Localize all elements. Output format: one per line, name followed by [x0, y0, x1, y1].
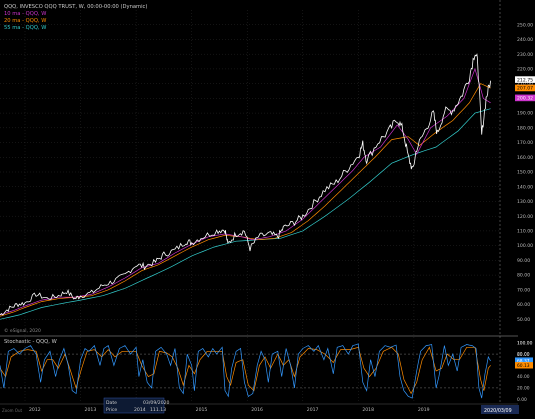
x-tick-label: 2016: [251, 407, 263, 413]
price-badge-text: 200.32: [517, 96, 533, 102]
y-tick-label: 220.00: [517, 67, 533, 73]
x-tick-label: 2019: [418, 407, 430, 413]
y-tick-label: 150.00: [517, 170, 533, 176]
y-tick-label: 120.00: [517, 214, 533, 220]
y-tick-label: 160.00: [517, 155, 533, 161]
stochastic-series-layer[interactable]: [0, 343, 491, 399]
legend-item-55ma[interactable]: 55 ma - QQQ, W: [4, 25, 46, 31]
zoom-out-link[interactable]: Zoom Out: [2, 408, 22, 413]
info-date-value: 03/09/2020: [143, 400, 170, 406]
legend-item-20ma[interactable]: 20 ma - QQQ, W: [4, 18, 46, 24]
y-tick-label: 100.00: [517, 243, 533, 249]
info-date-label: Date: [106, 400, 117, 406]
stochastic-grid: [0, 353, 500, 389]
stoch-y-tick-label: 0.00: [517, 397, 527, 403]
stoch-badge-text: 60.13: [517, 363, 530, 369]
y-tick-label: 70.00: [517, 287, 530, 293]
y-tick-label: 90.00: [517, 258, 530, 264]
price-badge: [515, 84, 535, 92]
main-series-layer[interactable]: [0, 53, 491, 320]
watermark: © eSignal, 2020: [4, 327, 41, 334]
main-price-badges: 212.75 207.07 200.32: [515, 76, 535, 102]
stoch-badge: [515, 357, 533, 364]
main-y-axis[interactable]: 50.00 60.00 70.00 80.00 90.00 100.00 110.00 120…: [517, 22, 533, 323]
x-tick-label: 2012: [29, 407, 41, 413]
x-tick-label: 2017: [307, 407, 319, 413]
x-tick-label: 2013: [85, 407, 97, 413]
y-tick-label: 170.00: [517, 140, 533, 146]
stoch-badge: [515, 362, 533, 369]
x-tick-label: 2018: [362, 407, 374, 413]
chart-title: QQQ, INVESCO QQQ TRUST, W, 00:00-00:00 (…: [4, 4, 147, 10]
y-tick-label: 180.00: [517, 125, 533, 131]
legend-item-10ma[interactable]: 10 ma - QQQ, W: [4, 11, 46, 17]
y-tick-label: 140.00: [517, 184, 533, 190]
cursor-date-text: 2020/03/09: [484, 408, 512, 414]
y-tick-label: 240.00: [517, 37, 533, 43]
series-line-qqq[interactable]: [0, 53, 491, 316]
stoch-badge-text: 68.37: [517, 358, 530, 364]
y-tick-label: 50.00: [517, 317, 530, 323]
y-tick-label: 60.00: [517, 302, 530, 308]
stoch-badge-text: 80.00: [517, 352, 530, 358]
y-tick-label: 210.00: [517, 81, 533, 87]
y-tick-label: 130.00: [517, 199, 533, 205]
price-badge: [515, 94, 535, 102]
cursor-date-badge: [481, 405, 519, 414]
info-price-value-1: 2014: [134, 407, 146, 413]
stoch-line-d[interactable]: [0, 346, 491, 395]
y-tick-label: 250.00: [517, 22, 533, 28]
series-line-10-ma[interactable]: [0, 67, 491, 316]
y-tick-label: 190.00: [517, 111, 533, 117]
stoch-y-tick-label: 20.00: [517, 386, 530, 392]
stoch-y-tick-label: 40.00: [517, 374, 530, 380]
y-tick-label: 110.00: [517, 229, 533, 235]
info-price-value-2: 111.13: [150, 407, 166, 413]
stoch-line-k[interactable]: [0, 343, 491, 399]
info-box: Date 03/09/2020 Price 2014 111.13: [103, 397, 170, 414]
price-badge: [515, 76, 535, 83]
info-price-label: Price: [106, 407, 117, 413]
x-tick-label: 2015: [196, 407, 208, 413]
price-badge-text: 207.07: [517, 86, 533, 92]
stoch-y-tick-label: 100.00: [517, 340, 533, 346]
y-tick-label: 230.00: [517, 52, 533, 58]
price-badge-text: 212.75: [517, 77, 533, 83]
stoch-badge-text: 100.00: [517, 341, 533, 347]
stochastic-title: Stochastic - QQQ, W: [4, 339, 57, 345]
main-grid: [0, 10, 500, 402]
y-tick-label: 80.00: [517, 273, 530, 279]
stoch-y-tick-label: 80.00: [517, 352, 530, 358]
